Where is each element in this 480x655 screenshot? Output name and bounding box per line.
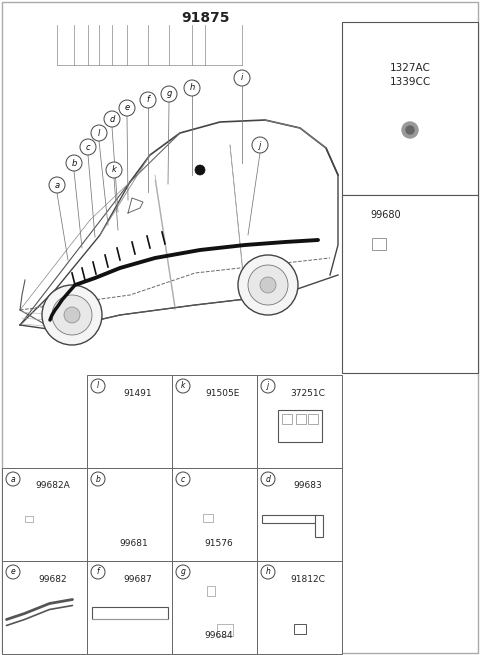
- Text: 99684: 99684: [204, 631, 233, 641]
- Circle shape: [195, 165, 205, 175]
- Text: 99683: 99683: [294, 481, 323, 491]
- Bar: [333, 198, 340, 220]
- Text: c: c: [181, 474, 185, 483]
- Bar: [172, 468, 257, 561]
- Circle shape: [234, 70, 250, 86]
- Text: 1327AC
1339CC: 1327AC 1339CC: [389, 63, 431, 87]
- Circle shape: [295, 607, 304, 616]
- Circle shape: [252, 137, 268, 153]
- Text: b: b: [96, 474, 100, 483]
- Circle shape: [64, 307, 80, 323]
- Circle shape: [91, 125, 107, 141]
- Bar: [87, 468, 172, 561]
- Bar: [216, 624, 232, 635]
- Circle shape: [119, 100, 135, 116]
- Bar: [92, 607, 168, 618]
- Circle shape: [91, 379, 105, 393]
- Text: k: k: [111, 166, 117, 174]
- Text: i: i: [241, 73, 243, 83]
- Text: 37251C: 37251C: [290, 388, 325, 398]
- Bar: [2, 561, 87, 654]
- Circle shape: [184, 80, 200, 96]
- Bar: [342, 22, 478, 195]
- Circle shape: [248, 265, 288, 305]
- Circle shape: [176, 565, 190, 579]
- Circle shape: [261, 472, 275, 486]
- Text: 99682: 99682: [39, 574, 67, 584]
- Text: d: d: [109, 115, 115, 124]
- Text: k: k: [181, 381, 185, 390]
- Circle shape: [176, 379, 190, 393]
- Text: c: c: [86, 143, 90, 151]
- Text: f: f: [96, 567, 99, 576]
- Circle shape: [402, 122, 418, 138]
- Bar: [172, 561, 257, 654]
- Bar: [314, 514, 323, 536]
- Text: 91875: 91875: [181, 11, 229, 25]
- Bar: [87, 561, 172, 654]
- Circle shape: [52, 295, 92, 335]
- Bar: [277, 409, 322, 441]
- Bar: [87, 375, 172, 468]
- Circle shape: [261, 379, 275, 393]
- Circle shape: [6, 472, 20, 486]
- Circle shape: [261, 565, 275, 579]
- Bar: [257, 468, 342, 561]
- Circle shape: [66, 155, 82, 171]
- Bar: [308, 413, 317, 424]
- Text: 99681: 99681: [120, 538, 148, 548]
- Text: 99682A: 99682A: [36, 481, 71, 491]
- Bar: [342, 195, 478, 373]
- Text: 91812C: 91812C: [290, 574, 325, 584]
- Bar: [203, 514, 213, 521]
- Circle shape: [176, 472, 190, 486]
- Bar: [262, 514, 316, 523]
- Text: l: l: [97, 381, 99, 390]
- Bar: [296, 413, 305, 424]
- Text: 91505E: 91505E: [206, 388, 240, 398]
- Text: 91491: 91491: [124, 388, 152, 398]
- Text: e: e: [11, 567, 15, 576]
- Bar: [281, 413, 291, 424]
- Bar: [172, 375, 257, 468]
- Text: h: h: [265, 567, 270, 576]
- Bar: [206, 586, 215, 595]
- Circle shape: [91, 565, 105, 579]
- Text: a: a: [11, 474, 15, 483]
- Text: 91576: 91576: [204, 538, 233, 548]
- Bar: [372, 238, 386, 250]
- Text: j: j: [267, 381, 269, 390]
- Text: e: e: [124, 103, 130, 113]
- Text: b: b: [72, 159, 77, 168]
- Text: g: g: [180, 567, 185, 576]
- Circle shape: [42, 285, 102, 345]
- Bar: [293, 624, 305, 633]
- Bar: [257, 561, 342, 654]
- Bar: [2, 468, 87, 561]
- Text: l: l: [98, 128, 100, 138]
- Circle shape: [260, 277, 276, 293]
- Circle shape: [161, 86, 177, 102]
- Circle shape: [49, 177, 65, 193]
- Circle shape: [80, 139, 96, 155]
- Circle shape: [6, 565, 20, 579]
- Text: h: h: [190, 83, 194, 92]
- Bar: [257, 375, 342, 468]
- Text: d: d: [265, 474, 270, 483]
- Text: f: f: [146, 96, 149, 105]
- Circle shape: [406, 126, 414, 134]
- Circle shape: [238, 255, 298, 315]
- Circle shape: [140, 92, 156, 108]
- Text: g: g: [166, 90, 172, 98]
- Circle shape: [106, 162, 122, 178]
- Circle shape: [104, 111, 120, 127]
- Text: 99687: 99687: [124, 574, 152, 584]
- Text: a: a: [54, 181, 60, 189]
- Text: 99680: 99680: [371, 210, 401, 220]
- Bar: [24, 515, 33, 521]
- Text: j: j: [259, 141, 261, 149]
- Circle shape: [91, 472, 105, 486]
